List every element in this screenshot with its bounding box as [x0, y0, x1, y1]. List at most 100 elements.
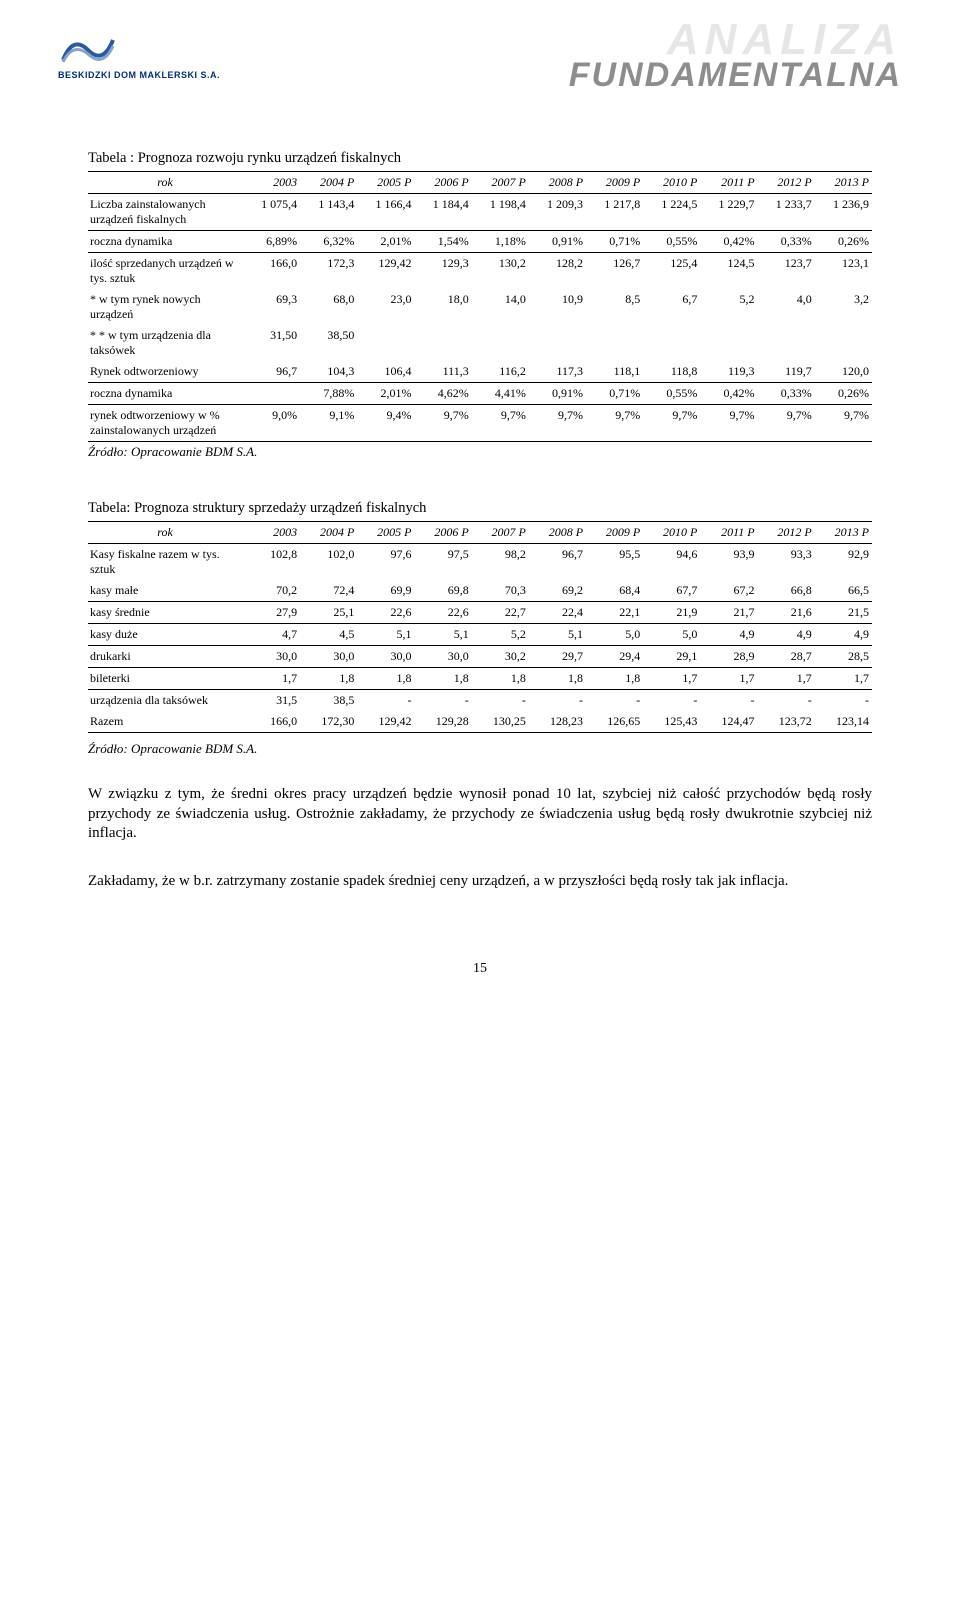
data-cell: 22,7: [472, 602, 529, 624]
data-cell: 9,7%: [643, 405, 700, 442]
watermark: ANALIZA FUNDAMENTALNA: [569, 20, 902, 90]
data-cell: 123,72: [758, 711, 815, 733]
column-header: 2004 P: [300, 172, 357, 194]
data-cell: 116,2: [472, 361, 529, 383]
data-cell: 4,9: [758, 624, 815, 646]
data-cell: -: [529, 690, 586, 712]
data-cell: 2,01%: [357, 231, 414, 253]
table1-source: Źródło: Opracowanie BDM S.A.: [88, 444, 872, 460]
data-cell: 1 166,4: [357, 194, 414, 231]
column-header: 2005 P: [357, 522, 414, 544]
column-header: 2004 P: [300, 522, 357, 544]
data-cell: 97,6: [357, 544, 414, 581]
data-cell: 22,1: [586, 602, 643, 624]
data-cell: [815, 325, 872, 361]
data-cell: 1 075,4: [243, 194, 300, 231]
row-label: kasy średnie: [88, 602, 243, 624]
data-cell: 0,71%: [586, 383, 643, 405]
data-cell: 128,23: [529, 711, 586, 733]
data-cell: 1,18%: [472, 231, 529, 253]
data-cell: 4,9: [700, 624, 757, 646]
data-cell: 72,4: [300, 580, 357, 602]
data-cell: 30,0: [300, 646, 357, 668]
data-cell: 1,8: [529, 668, 586, 690]
column-header: 2008 P: [529, 522, 586, 544]
data-cell: 9,1%: [300, 405, 357, 442]
data-cell: 126,65: [586, 711, 643, 733]
data-cell: 102,0: [300, 544, 357, 581]
row-label: Rynek odtworzeniowy: [88, 361, 243, 383]
data-cell: 70,2: [243, 580, 300, 602]
data-cell: 125,43: [643, 711, 700, 733]
data-cell: 123,1: [815, 253, 872, 290]
column-header: 2013 P: [815, 522, 872, 544]
data-cell: 69,9: [357, 580, 414, 602]
column-header: 2007 P: [472, 522, 529, 544]
data-cell: 5,1: [415, 624, 472, 646]
data-cell: 0,26%: [815, 383, 872, 405]
data-cell: 96,7: [529, 544, 586, 581]
paragraph-2: Zakładamy, że w b.r. zatrzymany zostanie…: [88, 872, 872, 892]
column-header: 2009 P: [586, 172, 643, 194]
data-cell: 4,0: [758, 289, 815, 325]
data-cell: -: [415, 690, 472, 712]
column-header: 2011 P: [700, 172, 757, 194]
data-cell: 9,7%: [415, 405, 472, 442]
data-cell: 21,9: [643, 602, 700, 624]
data-cell: 93,3: [758, 544, 815, 581]
data-cell: 0,42%: [700, 383, 757, 405]
data-cell: 1,54%: [415, 231, 472, 253]
data-cell: -: [586, 690, 643, 712]
data-cell: 10,9: [529, 289, 586, 325]
data-cell: -: [472, 690, 529, 712]
column-header: 2007 P: [472, 172, 529, 194]
data-cell: 1,7: [700, 668, 757, 690]
data-cell: 1 233,7: [758, 194, 815, 231]
data-cell: 1 198,4: [472, 194, 529, 231]
data-cell: -: [643, 690, 700, 712]
data-cell: 1,8: [357, 668, 414, 690]
data-cell: 129,42: [357, 711, 414, 733]
data-cell: 0,55%: [643, 383, 700, 405]
data-cell: 123,7: [758, 253, 815, 290]
data-cell: 106,4: [357, 361, 414, 383]
data-cell: [643, 325, 700, 361]
data-cell: 9,7%: [472, 405, 529, 442]
data-cell: 119,3: [700, 361, 757, 383]
column-header: 2006 P: [415, 172, 472, 194]
data-cell: 9,7%: [586, 405, 643, 442]
data-cell: 5,0: [643, 624, 700, 646]
data-cell: 124,5: [700, 253, 757, 290]
data-cell: 25,1: [300, 602, 357, 624]
data-cell: 102,8: [243, 544, 300, 581]
data-cell: [415, 325, 472, 361]
data-cell: 1,8: [300, 668, 357, 690]
data-cell: 5,0: [586, 624, 643, 646]
row-label: Razem: [88, 711, 243, 733]
data-cell: 6,32%: [300, 231, 357, 253]
column-header: 2003: [243, 522, 300, 544]
column-header: 2013 P: [815, 172, 872, 194]
data-cell: 67,7: [643, 580, 700, 602]
data-cell: 9,7%: [815, 405, 872, 442]
data-cell: [758, 325, 815, 361]
data-cell: 98,2: [472, 544, 529, 581]
data-cell: 95,5: [586, 544, 643, 581]
data-cell: 0,33%: [758, 383, 815, 405]
data-cell: 29,4: [586, 646, 643, 668]
row-label: roczna dynamika: [88, 383, 243, 405]
column-header: 2003: [243, 172, 300, 194]
data-cell: 66,5: [815, 580, 872, 602]
data-cell: 1 236,9: [815, 194, 872, 231]
paragraph-1: W związku z tym, że średni okres pracy u…: [88, 785, 872, 844]
data-cell: 38,50: [300, 325, 357, 361]
data-cell: 66,8: [758, 580, 815, 602]
column-header: 2011 P: [700, 522, 757, 544]
data-cell: 5,2: [700, 289, 757, 325]
data-cell: [472, 325, 529, 361]
data-cell: 125,4: [643, 253, 700, 290]
data-cell: 0,26%: [815, 231, 872, 253]
data-cell: 130,2: [472, 253, 529, 290]
row-label: Liczba zainstalowanych urządzeń fiskalny…: [88, 194, 243, 231]
data-cell: 6,89%: [243, 231, 300, 253]
